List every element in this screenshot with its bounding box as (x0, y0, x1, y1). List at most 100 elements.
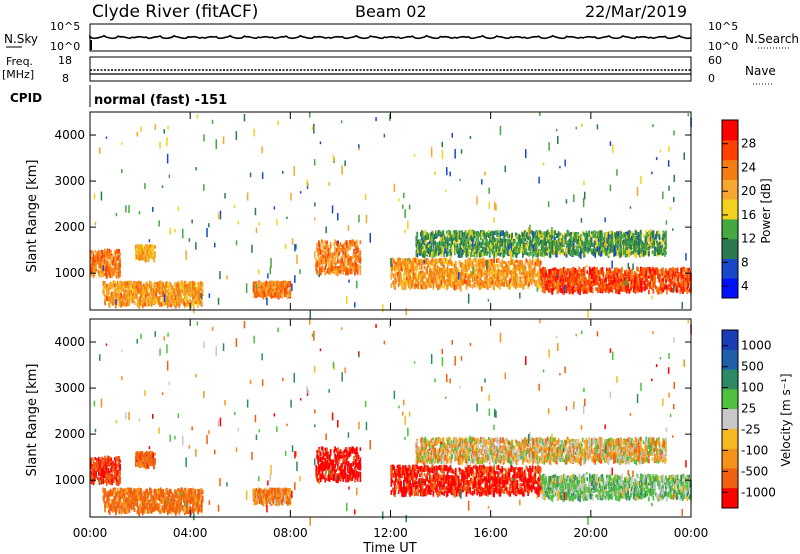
range-cell (464, 267, 467, 272)
range-cell (574, 282, 577, 286)
range-cell (154, 298, 157, 303)
range-cell (539, 259, 541, 263)
range-cell (277, 294, 280, 300)
range-cell (158, 284, 160, 289)
range-cell (563, 266, 565, 273)
range-cell (105, 265, 107, 272)
range-cell (323, 257, 326, 263)
range-cell (532, 231, 535, 237)
range-cell (564, 277, 566, 282)
range-cell (474, 257, 477, 263)
range-cell (557, 234, 560, 240)
range-cell (509, 278, 512, 284)
range-cell (534, 272, 537, 276)
range-cell (623, 287, 626, 292)
range-cell (537, 248, 539, 252)
range-cell (429, 235, 432, 240)
range-cell (652, 288, 655, 294)
range-cell (482, 257, 485, 262)
range-cell (513, 269, 516, 275)
range-cell (420, 259, 422, 264)
range-cell (192, 294, 195, 300)
range-cell (402, 284, 404, 291)
range-cell-group (390, 257, 542, 291)
range-cell (649, 271, 651, 276)
range-cell (547, 247, 549, 252)
range-cell (576, 287, 579, 292)
range-cell (674, 268, 676, 275)
range-cell (449, 281, 452, 285)
range-cell (321, 261, 324, 268)
range-cell (149, 280, 152, 286)
range-cell (411, 279, 413, 286)
nave-tick-high: 60 (708, 54, 722, 67)
range-cell (556, 284, 559, 289)
range-cell (657, 270, 659, 277)
range-cell (462, 264, 464, 271)
range-cell (129, 297, 132, 302)
range-cell (687, 283, 690, 288)
range-cell (522, 234, 525, 238)
range-cell (623, 286, 625, 292)
range-cell (110, 298, 113, 304)
range-cell (281, 293, 284, 299)
range-cell (342, 250, 345, 256)
range-cell (334, 239, 336, 245)
range-cell (495, 263, 497, 268)
range-cell (150, 282, 153, 287)
range-cell (100, 261, 103, 267)
range-cell (598, 289, 600, 293)
range-cell (499, 261, 502, 267)
range-cell (480, 273, 483, 278)
range-cell (558, 244, 561, 250)
range-cell (177, 281, 180, 285)
range-cell (679, 273, 682, 277)
range-cell (119, 291, 122, 297)
range-cell (616, 276, 619, 281)
range-cell (284, 281, 286, 286)
range-cell (607, 278, 610, 282)
range-cell (523, 250, 526, 255)
range-cell (572, 282, 575, 286)
range-cell (512, 252, 514, 258)
range-cell (158, 299, 160, 305)
range-cell (342, 262, 345, 266)
range-cell (415, 268, 418, 273)
range-cell (319, 251, 322, 255)
range-cell (678, 272, 681, 278)
range-cell (505, 238, 508, 245)
range-cell (112, 260, 114, 266)
range-cell (138, 245, 141, 249)
range-cell (547, 232, 549, 238)
range-cell (517, 236, 520, 242)
range-cell (618, 288, 621, 295)
range-cell (188, 293, 191, 297)
range-cell (327, 254, 329, 260)
range-cell (359, 250, 362, 256)
range-cell (114, 280, 116, 284)
range-cell (158, 288, 160, 294)
range-cell (415, 258, 418, 264)
range-cell (571, 276, 573, 281)
range-cell (449, 249, 452, 254)
range-cell (436, 270, 438, 276)
range-cell (496, 258, 499, 262)
range-cell (537, 239, 539, 245)
range-cell (91, 259, 94, 263)
range-cell (331, 259, 334, 266)
range-cell (500, 279, 503, 284)
range-cell (474, 273, 477, 278)
range-cell (125, 293, 128, 298)
range-cell (553, 242, 555, 247)
range-cell (646, 277, 648, 282)
range-cell (181, 298, 183, 304)
range-cell (150, 253, 153, 258)
range-cell (518, 249, 521, 254)
range-cell (627, 283, 630, 288)
range-cell (336, 240, 338, 246)
range-cell (394, 264, 396, 270)
range-cell (550, 277, 553, 281)
range-cell (398, 270, 401, 274)
range-cell (679, 284, 682, 288)
range-cell (182, 284, 184, 290)
